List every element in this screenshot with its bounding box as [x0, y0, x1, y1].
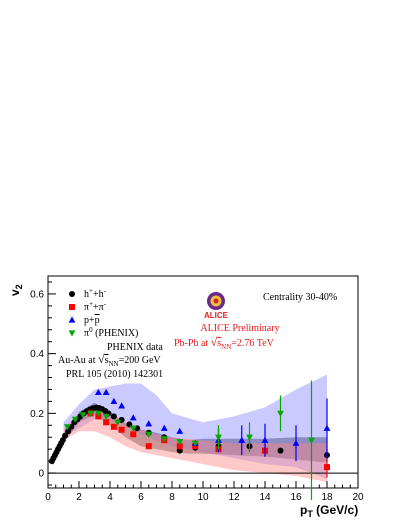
data-point: [238, 436, 246, 443]
data-point: [176, 439, 184, 446]
data-point: [79, 412, 87, 419]
x-tick-label: 8: [169, 492, 175, 503]
series-pi0: [63, 380, 315, 500]
phenix-data-label: PHENIX data: [107, 342, 163, 353]
data-point: [87, 410, 95, 417]
data-point: [110, 397, 118, 405]
x-tick-label: 18: [321, 492, 333, 503]
x-tick-label: 14: [259, 492, 271, 503]
data-point: [129, 425, 137, 432]
data-point: [118, 426, 125, 433]
data-point: [277, 447, 284, 454]
legend-label-pi0: π0 (PHENIX): [84, 326, 138, 339]
data-point: [145, 443, 152, 450]
alice-logo-center: [213, 298, 219, 304]
data-point: [94, 410, 102, 417]
alice-logo: ALICE: [204, 292, 229, 320]
data-point: [261, 436, 269, 443]
legend-label-h: h++h-: [84, 287, 107, 300]
auau-label: Au-Au at √sNN=200 GeV: [58, 352, 161, 368]
data-point: [323, 424, 331, 431]
data-point: [62, 432, 69, 439]
data-point: [176, 427, 184, 434]
reference-label: PRL 105 (2010) 142301: [66, 369, 163, 380]
data-point: [118, 402, 126, 409]
data-point: [308, 437, 315, 444]
legend-marker-h: [69, 291, 75, 297]
data-point: [160, 424, 168, 431]
data-point: [292, 439, 300, 446]
data-point: [324, 464, 330, 471]
y-tick-label: 0: [38, 469, 44, 480]
axis-ticks: 0 2 4 6 8 10 12 14 16 18 20 0 0.2 0.4 0.6: [30, 281, 364, 503]
data-point: [130, 431, 137, 438]
y-axis-label: v2: [8, 284, 24, 296]
legend: h++h-π++π-p+pπ0 (PHENIX): [68, 287, 138, 339]
data-point: [176, 443, 183, 450]
y-tick-label: 0.2: [30, 409, 44, 420]
x-tick-label: 2: [76, 492, 82, 503]
data-point: [59, 437, 66, 444]
data-point: [102, 388, 110, 396]
x-tick-label: 12: [228, 492, 240, 503]
data-point: [71, 416, 79, 423]
x-tick-label: 0: [45, 492, 51, 503]
data-point: [215, 434, 222, 441]
data-point: [145, 420, 153, 427]
legend-marker-p: [68, 316, 76, 323]
y-tick-label: 0.4: [30, 349, 44, 360]
y-tick-label: 0.6: [30, 289, 44, 300]
alice-logo-word: ALICE: [204, 311, 229, 320]
data-point: [102, 413, 110, 420]
x-tick-label: 4: [107, 492, 113, 503]
x-tick-label: 6: [138, 492, 144, 503]
data-point: [63, 424, 71, 431]
legend-marker-pi0: [68, 330, 76, 337]
h-band: [52, 402, 328, 466]
data-points: [48, 380, 331, 500]
proton-band: [63, 374, 327, 480]
x-tick-label: 10: [197, 492, 209, 503]
series-p: [94, 388, 331, 462]
data-point: [110, 413, 117, 420]
legend-marker-pi: [69, 304, 75, 310]
data-point: [160, 436, 168, 443]
data-point: [145, 431, 153, 438]
x-tick-label: 20: [352, 492, 364, 503]
x-tick-label: 16: [290, 492, 302, 503]
x-axis-label: pT (GeV/c): [300, 503, 358, 519]
data-point: [129, 414, 137, 421]
alice-preliminary-label: ALICE Preliminary: [200, 323, 279, 334]
data-point: [103, 419, 110, 426]
data-point: [114, 419, 122, 426]
data-point: [94, 388, 102, 396]
centrality-label: Centrality 30-40%: [263, 292, 337, 303]
pbpb-label: Pb-Pb at √sNN=2.76 TeV: [174, 335, 275, 351]
data-point: [191, 440, 199, 447]
data-point: [277, 410, 284, 417]
legend-label-p: p+p: [84, 315, 100, 326]
data-point: [110, 423, 117, 430]
data-point: [246, 434, 253, 441]
legend-label-pi: π++π-: [84, 300, 107, 313]
data-point: [65, 428, 72, 435]
